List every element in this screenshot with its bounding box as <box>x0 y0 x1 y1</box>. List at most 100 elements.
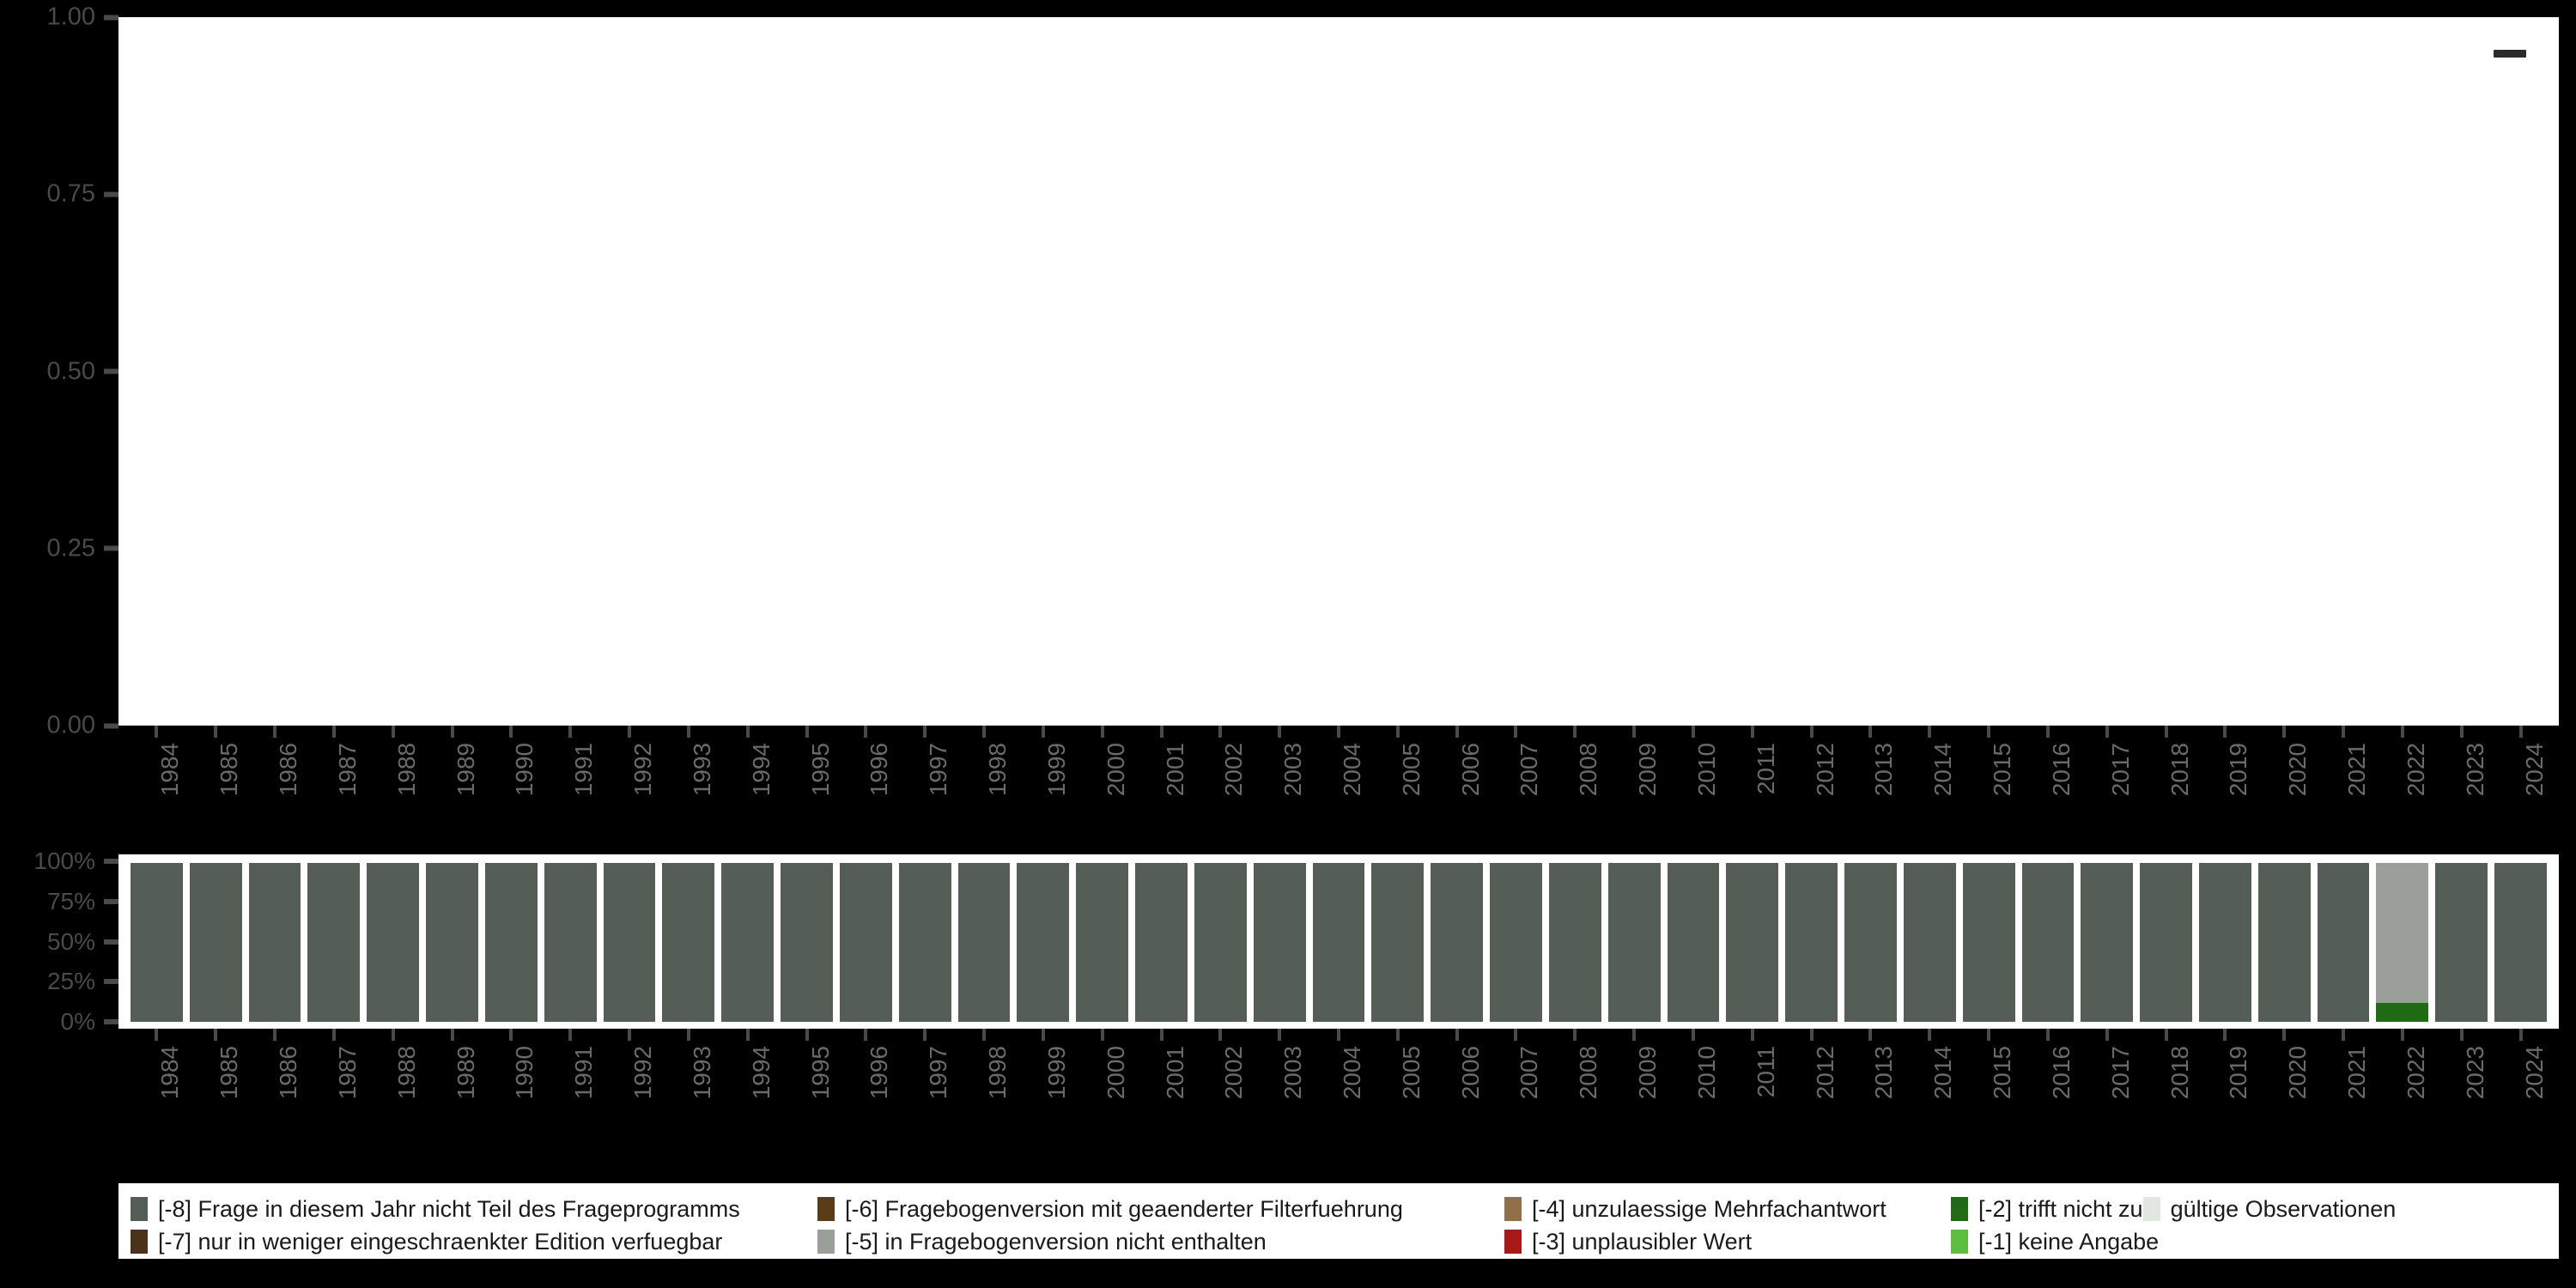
bar-2021[interactable] <box>2314 863 2373 1022</box>
bar-1999[interactable] <box>1013 863 1072 1022</box>
bar-2016[interactable] <box>2019 863 2078 1022</box>
bar-1985[interactable] <box>186 863 246 1022</box>
x-tick-label: 2011 <box>1752 743 1779 795</box>
bar-1989[interactable] <box>422 863 482 1022</box>
bar-segment <box>839 863 892 1022</box>
x-tick-label: 2023 <box>2461 743 2488 797</box>
upper-y-tick: 0.00 <box>47 712 118 740</box>
x-tick-mark <box>923 1029 927 1041</box>
x-tick-mark <box>2282 1029 2287 1041</box>
bar-1997[interactable] <box>896 863 955 1022</box>
x-tick-mark <box>1632 1029 1637 1041</box>
x-tick-label: 1990 <box>511 743 538 797</box>
bar-2018[interactable] <box>2136 863 2196 1022</box>
legend-item[interactable]: [-2] trifft nicht zu <box>1951 1197 2143 1221</box>
x-tick-mark <box>686 726 690 738</box>
bar-1995[interactable] <box>777 863 836 1022</box>
bar-2009[interactable] <box>1605 863 1664 1022</box>
x-tick-label: 1994 <box>747 1046 775 1100</box>
x-tick-mark <box>2342 726 2346 738</box>
bar-2024[interactable] <box>2491 863 2550 1022</box>
legend-item[interactable]: gültige Observationen <box>2142 1197 2396 1221</box>
lower-y-tick-label: 0% <box>60 1008 95 1035</box>
legend-item[interactable]: [-4] unzulaessige Mehrfachantwort <box>1504 1197 1951 1221</box>
x-tick-label: 2010 <box>1692 1046 1720 1100</box>
bar-2012[interactable] <box>1782 863 1841 1022</box>
bar-1996[interactable] <box>836 863 896 1022</box>
x-tick-label: 2003 <box>1279 1046 1307 1100</box>
x-tick-mark <box>450 1029 454 1041</box>
bar-2004[interactable] <box>1309 863 1369 1022</box>
bar-2008[interactable] <box>1546 863 1605 1022</box>
bar-2019[interactable] <box>2196 863 2255 1022</box>
legend-item[interactable]: [-3] unplausibler Wert <box>1504 1230 1951 1254</box>
bar-1984[interactable] <box>127 863 186 1022</box>
x-tick-mark <box>1514 726 1518 738</box>
legend-swatch-icon <box>1951 1230 1968 1254</box>
bar-1994[interactable] <box>718 863 777 1022</box>
bar-segment <box>1903 863 1956 1022</box>
x-tick-label: 2022 <box>2402 743 2429 797</box>
x-tick-label: 1989 <box>452 743 479 797</box>
x-tick-mark <box>2164 726 2168 738</box>
bar-2023[interactable] <box>2432 863 2491 1022</box>
bar-segment <box>2198 863 2251 1022</box>
x-tick-label: 2013 <box>1870 1046 1898 1100</box>
x-tick-label: 1985 <box>216 743 243 797</box>
bar-1986[interactable] <box>246 863 305 1022</box>
bar-2006[interactable] <box>1427 863 1486 1022</box>
bar-1993[interactable] <box>659 863 718 1022</box>
bar-segment <box>426 863 478 1022</box>
x-tick-mark <box>982 1029 987 1041</box>
bar-2007[interactable] <box>1486 863 1546 1022</box>
x-tick-mark <box>1809 1029 1814 1041</box>
bar-2003[interactable] <box>1250 863 1309 1022</box>
legend-item[interactable]: [-7] nur in weniger eingeschraenkter Edi… <box>131 1230 817 1254</box>
upper-y-tick-mark <box>104 191 118 197</box>
x-tick-mark <box>2164 1029 2168 1041</box>
x-tick-label: 1994 <box>747 743 775 797</box>
bar-segment <box>2140 863 2192 1022</box>
x-tick-label: 2008 <box>1575 743 1602 797</box>
bar-segment <box>2021 863 2075 1022</box>
bar-2000[interactable] <box>1072 863 1132 1022</box>
x-tick-label: 1986 <box>275 1046 302 1100</box>
bar-1992[interactable] <box>600 863 659 1022</box>
legend-item[interactable]: [-6] Fragebogenversion mit geaenderter F… <box>817 1197 1504 1221</box>
legend-item-label: [-7] nur in weniger eingeschraenkter Edi… <box>158 1229 723 1255</box>
bar-2010[interactable] <box>1664 863 1723 1022</box>
bar-2005[interactable] <box>1368 863 1427 1022</box>
x-tick-label: 2005 <box>1397 743 1425 797</box>
bar-1998[interactable] <box>955 863 1014 1022</box>
bar-segment <box>1135 863 1188 1022</box>
legend-item[interactable]: [-5] in Fragebogenversion nicht enthalte… <box>817 1230 1504 1254</box>
bar-1991[interactable] <box>541 863 600 1022</box>
bar-2001[interactable] <box>1132 863 1191 1022</box>
lower-y-tick-label: 25% <box>46 968 95 995</box>
bar-2014[interactable] <box>1900 863 1959 1022</box>
bar-1990[interactable] <box>482 863 541 1022</box>
legend-item[interactable]: [-8] Frage in diesem Jahr nicht Teil des… <box>131 1197 817 1221</box>
upper-plot-area <box>118 17 2559 726</box>
legend-item[interactable]: [-1] keine Angabe <box>1951 1230 2159 1254</box>
x-tick-label: 1993 <box>688 743 715 797</box>
x-tick-label: 2011 <box>1752 1046 1779 1098</box>
x-tick-mark <box>214 726 218 738</box>
x-tick-label: 1998 <box>984 1046 1012 1100</box>
lower-y-tick: 50% <box>47 928 118 956</box>
bar-2022[interactable] <box>2372 863 2432 1022</box>
x-tick-mark <box>1395 726 1400 738</box>
x-tick-label: 2001 <box>1161 1046 1188 1100</box>
x-tick-label: 2020 <box>2284 1046 2312 1100</box>
x-tick-mark <box>1987 726 1991 738</box>
bar-2002[interactable] <box>1191 863 1250 1022</box>
bar-1988[interactable] <box>363 863 422 1022</box>
bar-2020[interactable] <box>2255 863 2314 1022</box>
bar-2011[interactable] <box>1722 863 1782 1022</box>
x-tick-mark <box>628 726 632 738</box>
bar-2017[interactable] <box>2077 863 2136 1022</box>
bar-2013[interactable] <box>1841 863 1900 1022</box>
x-tick-mark <box>273 726 277 738</box>
bar-1987[interactable] <box>304 863 363 1022</box>
bar-2015[interactable] <box>1959 863 2019 1022</box>
